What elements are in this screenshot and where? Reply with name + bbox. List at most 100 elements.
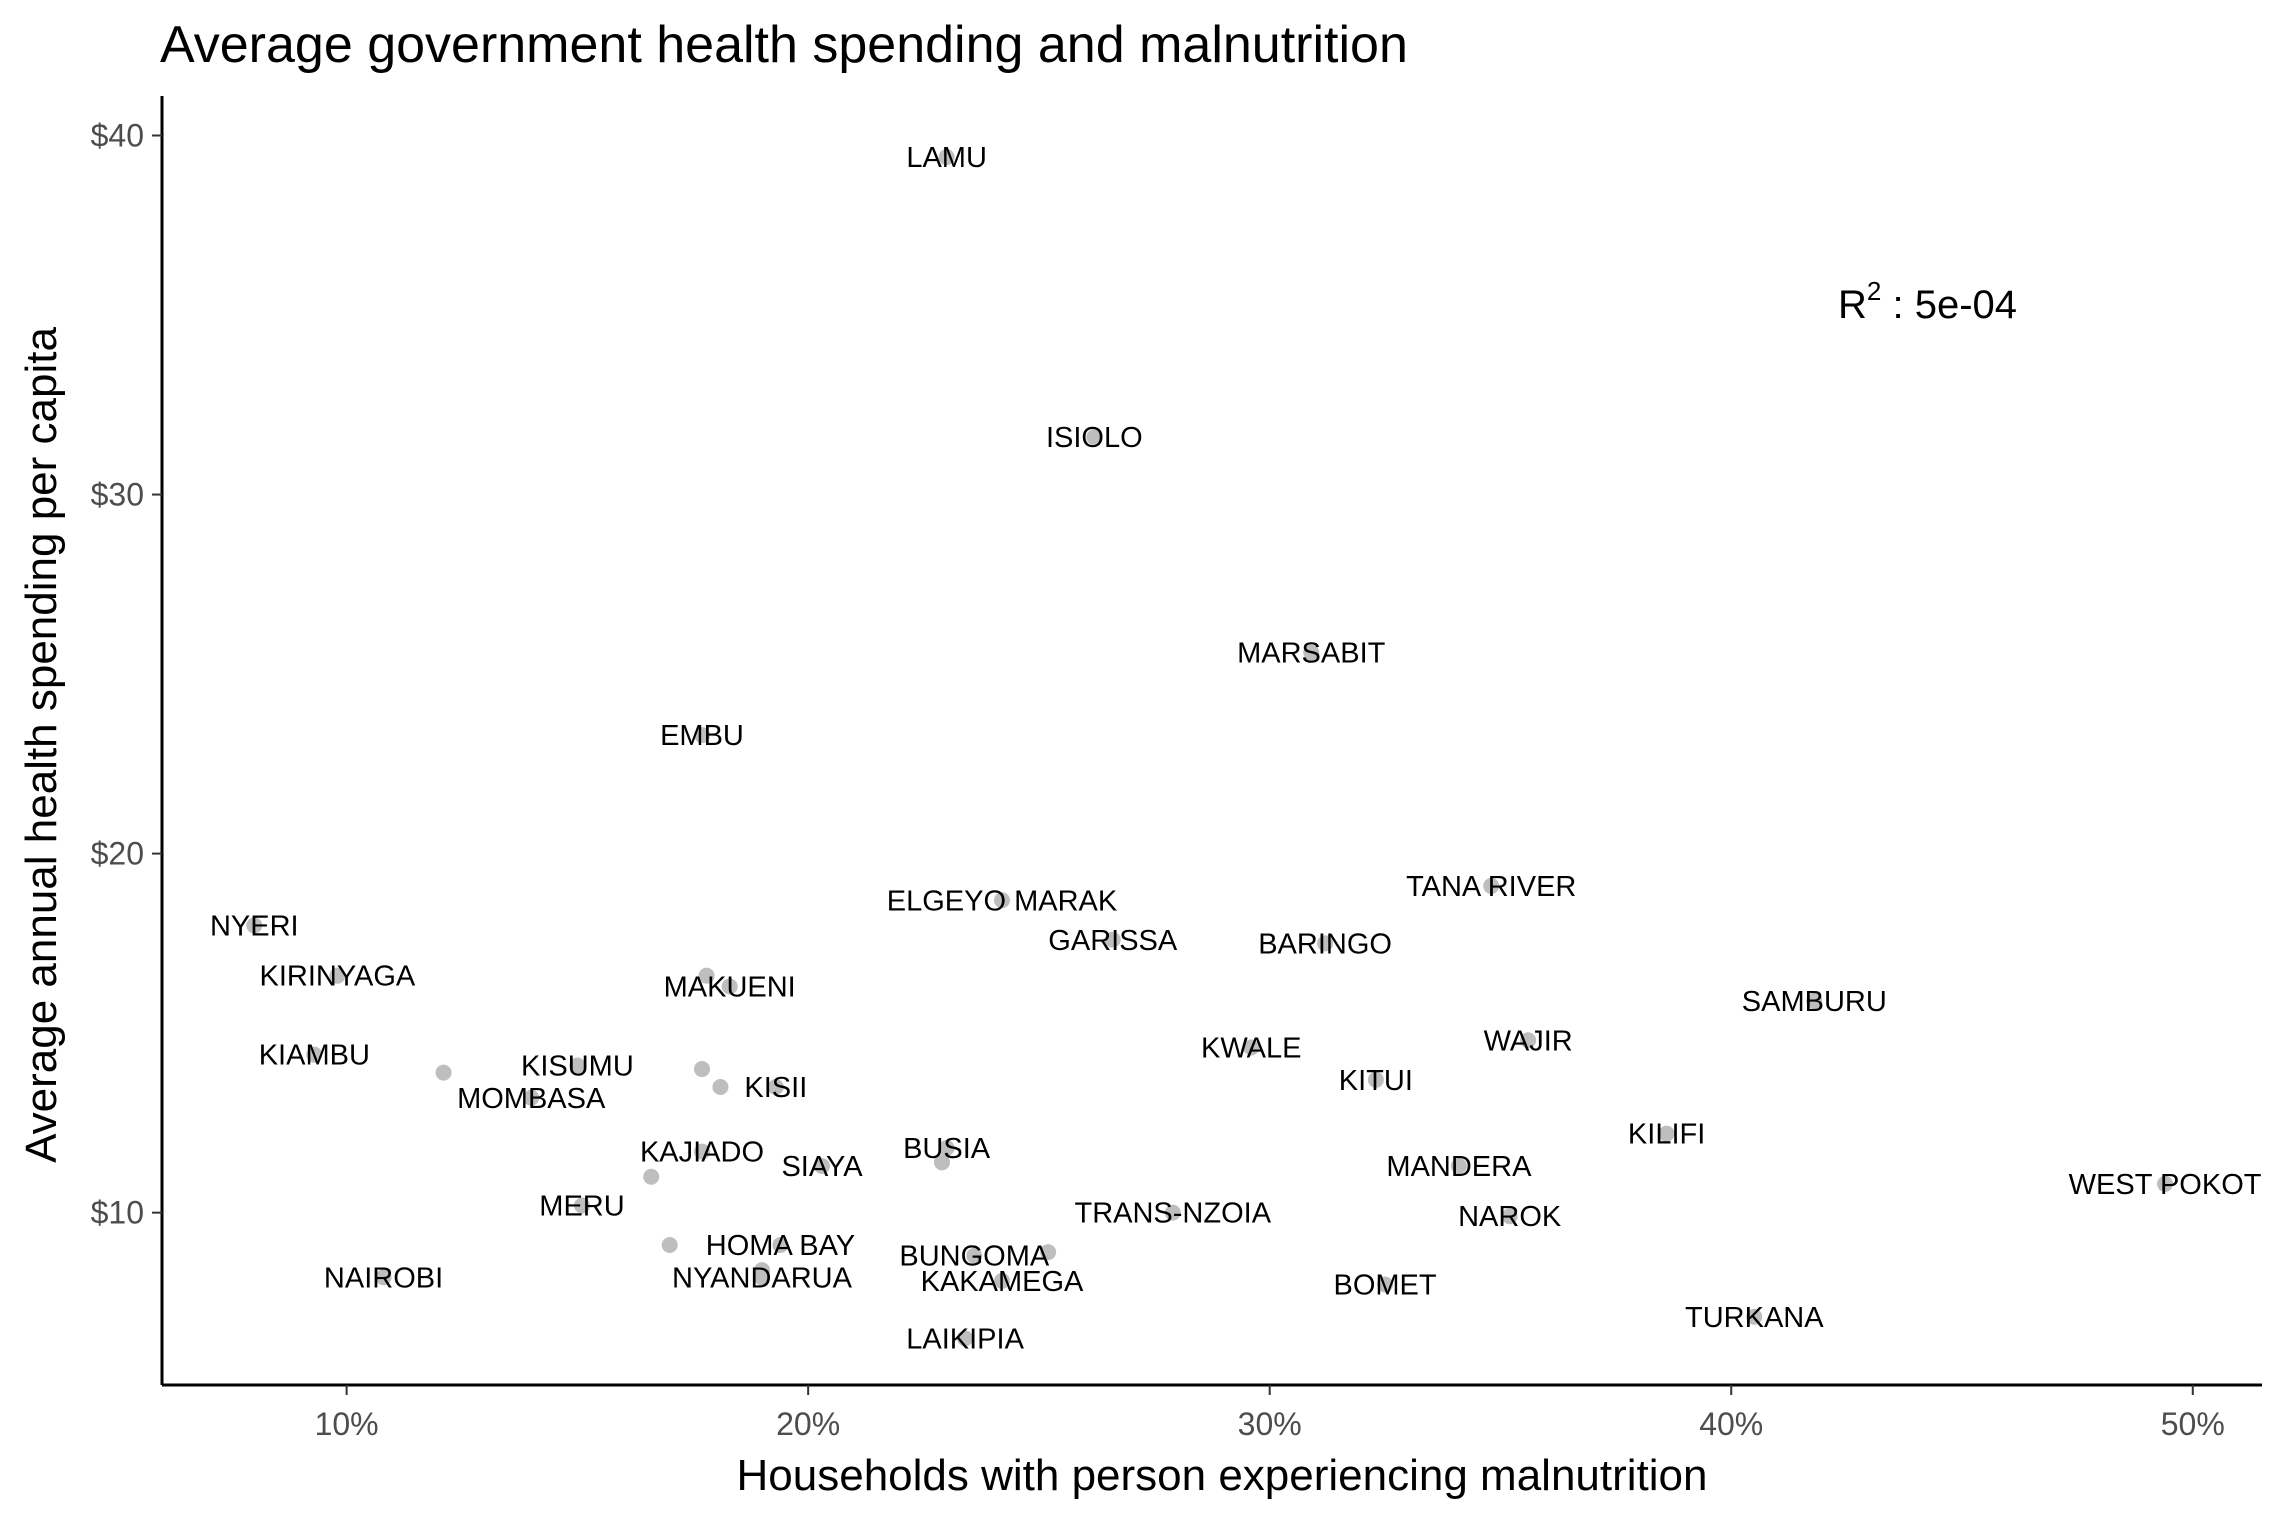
data-point [1317,935,1334,952]
point-label: MANDERA [1386,1151,1532,1183]
point-label: KITUI [1339,1065,1413,1097]
y-axis-title: Average annual health spending per capit… [17,327,66,1163]
point-label: NYERI [210,910,299,942]
point-label: ISIOLO [1046,422,1143,454]
data-point [754,1269,770,1286]
point-label: KIAMBU [259,1040,370,1072]
point-label: GARISSA [1048,925,1178,957]
y-tick-label: $30 [91,477,144,513]
data-point [994,892,1010,909]
data-point [1450,1157,1467,1174]
x-tick-label: 40% [1699,1406,1763,1442]
data-point [1164,1204,1181,1221]
point-label: SAMBURU [1742,986,1887,1018]
point-label: HOMA BAY [706,1230,855,1262]
data-point [938,1140,955,1157]
data-point [1520,1032,1537,1049]
r-squared-annotation: R2 : 5e-04 [1838,276,2017,327]
data-point [246,917,263,934]
data-point [767,1078,784,1095]
point-label: NYANDARUA [672,1262,853,1294]
data-point [957,1330,974,1347]
point-label: BARINGO [1258,928,1392,960]
point-label: KAKAMEGA [921,1266,1084,1298]
x-tick-label: 30% [1238,1406,1302,1442]
point-label: SIAYA [781,1151,863,1183]
data-point [938,149,955,166]
point-label: KAJIADO [640,1137,764,1169]
point-label: WAJIR [1484,1025,1573,1057]
data-point [306,1046,323,1063]
data-point [694,727,710,744]
data-point [574,1197,590,1214]
data-point [1746,1308,1763,1325]
data-point [1040,1244,1057,1261]
data-point [1243,1039,1260,1056]
point-label: MERU [539,1190,624,1222]
data-point [643,1168,660,1185]
data-point [994,1272,1010,1289]
r-squared-superscript: 2 [1867,276,1881,306]
x-tick-label: 50% [2161,1406,2225,1442]
data-point [712,1078,729,1095]
data-point [435,1064,452,1081]
r-squared-value: : 5e-04 [1881,283,2017,327]
point-label: MARSABIT [1237,638,1386,670]
point-label: EMBU [660,720,744,752]
data-point [1483,877,1500,894]
point-label: KISUMU [521,1050,634,1082]
point-labels: LAMU ISIOLO MARSABIT EMBU TANA RIVER NYERI ELG… [210,142,2262,1355]
data-point [698,967,715,984]
point-label: ELGEYO MARAK [887,885,1118,917]
point-label: TURKANA [1685,1302,1824,1334]
y-tick-label: $40 [91,117,144,153]
data-point [966,1247,983,1264]
chart-title: Average government health spending and m… [160,16,1408,74]
data-point [721,978,738,995]
x-tick-label: 20% [776,1406,840,1442]
point-label: NAIROBI [324,1262,443,1294]
data-point [375,1269,392,1286]
r-squared-prefix: R [1838,283,1867,327]
data-points [246,149,2174,1347]
point-label: MAKUENI [664,971,796,1003]
data-point [814,1157,830,1174]
data-point [523,1089,540,1106]
y-tick-label: $20 [91,836,144,872]
point-label: KIRINYAGA [259,961,415,993]
point-label: NAROK [1458,1201,1562,1233]
y-tick-label: $10 [91,1195,144,1231]
point-label: BUNGOMA [899,1241,1050,1273]
x-tick-label: 10% [315,1406,379,1442]
data-point [1377,1276,1394,1293]
data-point [1806,992,1823,1009]
point-label: KILIFI [1628,1119,1705,1151]
point-label: MOMBASA [457,1083,606,1115]
data-point [1303,644,1320,661]
y-axis: $10 $20 $30 $40 [91,96,164,1385]
data-point [1501,1208,1518,1225]
x-axis: 10% 20% 30% 40% 50% [162,1383,2262,1442]
data-point [1367,1071,1384,1088]
data-point [1086,429,1103,446]
point-label: BOMET [1334,1269,1437,1301]
point-label: BUSIA [903,1133,991,1165]
point-label: LAIKIPIA [906,1323,1024,1355]
point-label: TANA RIVER [1406,871,1576,903]
point-label: WEST POKOT [2069,1169,2262,1201]
data-point [694,1143,710,1160]
point-label: LAMU [906,142,987,174]
point-label: TRANS-NZOIA [1074,1198,1271,1230]
x-axis-title: Households with person experiencing maln… [737,1451,1708,1500]
data-point [569,1057,586,1074]
data-point [694,1061,710,1078]
data-point [934,1154,950,1171]
data-point [772,1236,789,1253]
point-label: KISII [744,1072,807,1104]
data-point [1104,931,1121,948]
point-label: KWALE [1201,1032,1301,1064]
data-point [661,1236,678,1253]
data-point [329,967,346,984]
